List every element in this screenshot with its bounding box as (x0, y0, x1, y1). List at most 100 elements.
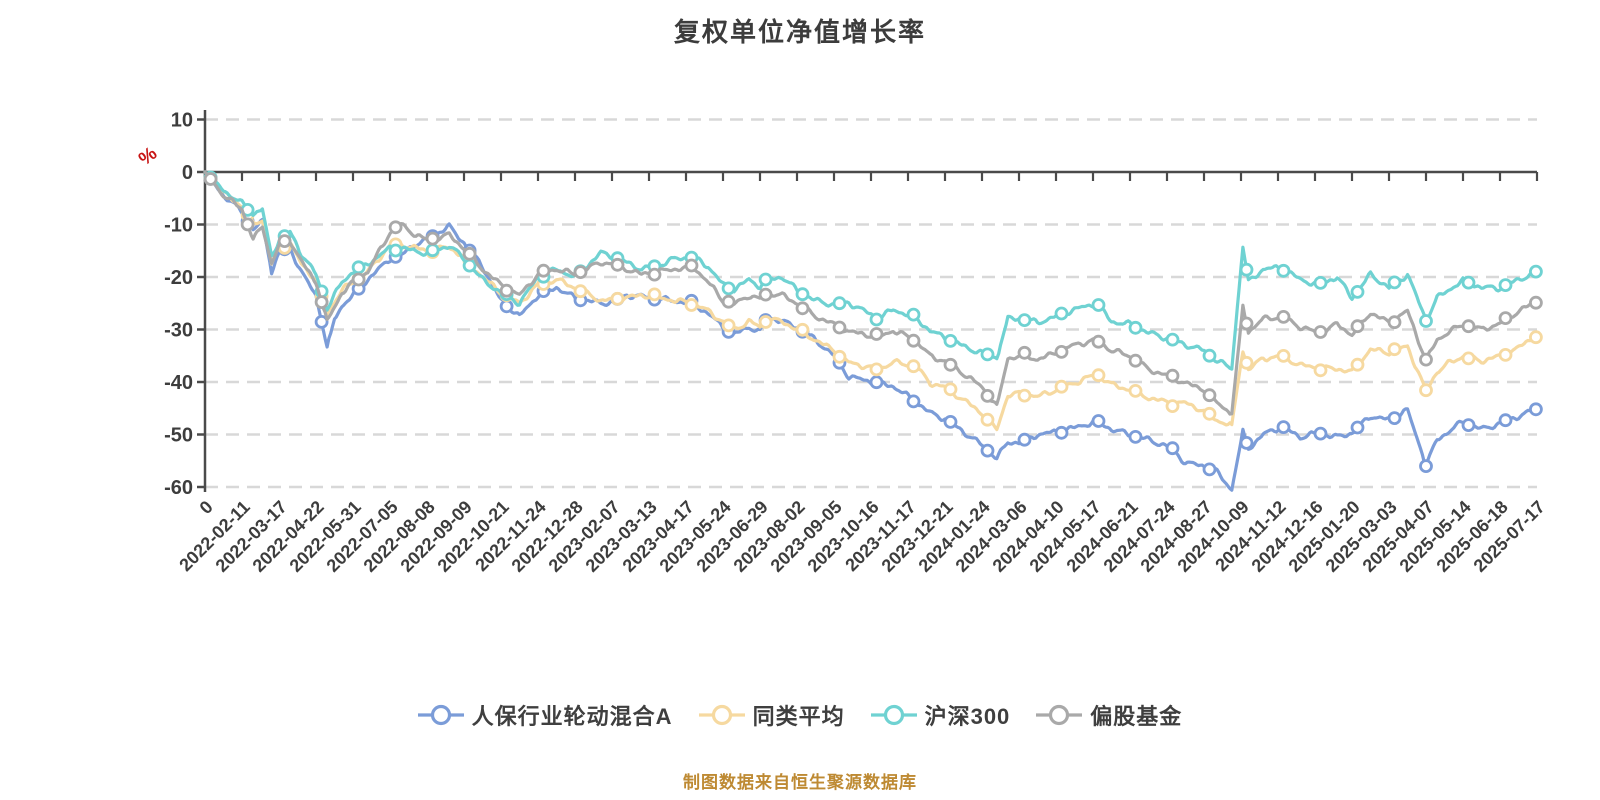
series-marker-1 (869, 362, 884, 377)
series-marker-3 (1498, 311, 1513, 326)
series-marker-1 (721, 318, 736, 333)
series-marker-3 (1054, 344, 1069, 359)
series-marker-1 (1128, 383, 1143, 398)
series-marker-3 (1276, 309, 1291, 324)
series-marker-0 (1419, 459, 1433, 474)
y-axis-tick-label: -10 (164, 215, 193, 237)
series-marker-0 (1202, 462, 1217, 477)
series-marker-3 (1239, 316, 1254, 331)
series-marker-1 (832, 349, 847, 364)
y-axis-tick-label: 10 (171, 110, 193, 132)
series-marker-0 (1091, 414, 1106, 428)
series-marker-3 (203, 172, 218, 186)
series-marker-2 (1276, 263, 1291, 278)
series-marker-3 (610, 257, 625, 272)
series-marker-3 (1461, 319, 1476, 334)
series-marker-0 (1128, 429, 1143, 444)
y-axis-tick-label: -30 (164, 320, 193, 342)
legend-item-category-average[interactable]: 同类平均 (698, 699, 845, 731)
legend-label-csi300: 沪深300 (924, 704, 1011, 729)
legend-item-fund[interactable]: 人保行业轮动混合A (417, 699, 673, 731)
series-marker-3 (277, 234, 292, 249)
series-marker-0 (869, 375, 884, 390)
series-marker-3 (1128, 353, 1143, 368)
series-marker-3 (536, 263, 551, 278)
data-source-note: 制图数据来自恒生聚源数据库 (683, 773, 917, 792)
series-marker-3 (795, 301, 810, 316)
series-marker-3 (721, 294, 736, 309)
legend-item-equity-funds[interactable]: 偏股基金 (1036, 699, 1182, 731)
legend-item-csi300[interactable]: 沪深300 (870, 699, 1011, 731)
series-marker-0 (1165, 441, 1180, 456)
series-marker-1 (1498, 347, 1513, 362)
series-marker-1 (1387, 342, 1402, 357)
series-marker-2 (1313, 275, 1328, 290)
series-marker-1 (1017, 388, 1032, 403)
series-marker-1 (1529, 330, 1543, 345)
series-marker-0 (1498, 413, 1513, 428)
series-marker-0 (1387, 411, 1402, 426)
series-marker-3 (314, 295, 329, 310)
series-marker-2 (1091, 298, 1106, 312)
series-marker-3 (1202, 388, 1217, 403)
series-marker-3 (499, 283, 514, 298)
series-marker-3 (573, 265, 588, 280)
series-marker-2 (1419, 314, 1433, 328)
legend-marker-equity-funds-icon (1036, 704, 1083, 726)
series-marker-2 (1165, 332, 1180, 347)
series-marker-2 (1350, 284, 1365, 299)
series-marker-2 (869, 312, 884, 327)
legend-label-equity-funds: 偏股基金 (1090, 704, 1183, 729)
series-marker-1 (684, 298, 699, 312)
series-marker-0 (314, 314, 329, 329)
series-marker-1 (1091, 368, 1106, 383)
chart-legend: 人保行业轮动混合A 同类平均 沪深300 偏股基金 (0, 699, 1600, 731)
series-marker-0 (943, 414, 958, 429)
series-marker-1 (758, 315, 773, 329)
series-marker-1 (795, 322, 810, 337)
series-marker-0 (1276, 420, 1291, 435)
x-axis-tick-label: 0 (196, 497, 217, 518)
series-marker-3 (1165, 368, 1180, 383)
series-marker-3 (351, 272, 366, 287)
series-marker-0 (1239, 435, 1254, 450)
series-marker-1 (943, 382, 958, 397)
series-marker-2 (795, 287, 810, 302)
y-axis-tick-label: 0 (182, 162, 193, 184)
series-marker-2 (1017, 313, 1032, 328)
series-marker-2 (721, 281, 736, 296)
series-marker-3 (1387, 315, 1402, 330)
series-marker-1 (647, 287, 662, 302)
series-marker-3 (1529, 295, 1543, 310)
series-marker-2 (1387, 275, 1402, 290)
series-marker-1 (1313, 363, 1328, 378)
series-marker-2 (1054, 306, 1069, 321)
series-marker-1 (1054, 379, 1069, 394)
series-marker-2 (388, 243, 403, 258)
legend-marker-fund-icon (417, 704, 464, 726)
y-axis-tick-label: -50 (164, 425, 193, 447)
series-marker-2 (1239, 262, 1254, 277)
series-marker-2 (1498, 278, 1513, 293)
y-axis-tick-label: -20 (164, 267, 193, 289)
series-marker-3 (684, 258, 699, 273)
series-marker-3 (980, 388, 995, 403)
y-axis-tick-label: -40 (164, 372, 193, 394)
series-marker-3 (832, 320, 847, 335)
legend-marker-category-average-icon (698, 704, 745, 726)
series-marker-3 (1350, 319, 1365, 334)
series-marker-1 (1350, 357, 1365, 372)
series-marker-3 (462, 246, 477, 261)
series-marker-3 (1091, 334, 1106, 349)
series-marker-3 (1419, 352, 1433, 367)
plot-area[interactable] (205, 105, 1537, 497)
series-marker-3 (943, 357, 958, 372)
legend-marker-csi300-icon (870, 704, 917, 726)
series-marker-3 (758, 287, 773, 302)
series-marker-1 (1202, 406, 1217, 421)
legend-label-fund: 人保行业轮动混合A (471, 704, 673, 729)
series-marker-3 (240, 217, 255, 232)
series-marker-1 (610, 291, 625, 306)
series-marker-1 (906, 359, 921, 374)
